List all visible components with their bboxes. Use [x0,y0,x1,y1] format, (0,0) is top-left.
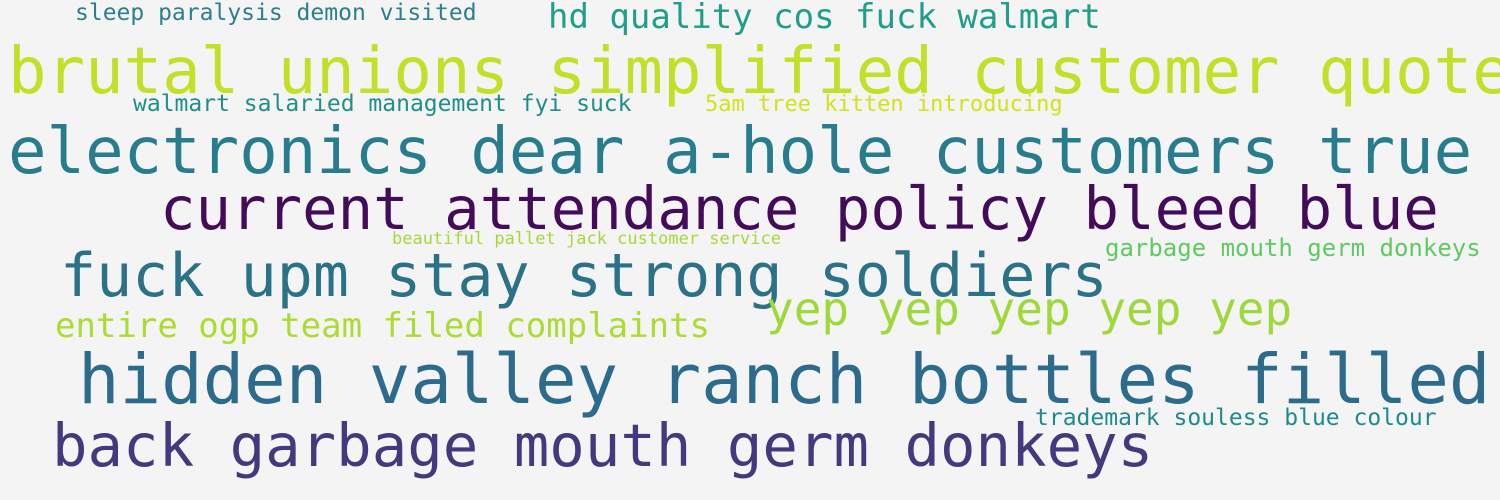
word-cloud-phrase: entire ogp team filed complaints [55,306,711,346]
word-cloud-phrase: yep yep yep yep yep [766,282,1293,336]
word-cloud-phrase: trademark souless blue colour [1035,405,1437,431]
word-cloud-phrase: hidden valley ranch bottles filled [78,340,1491,420]
word-cloud-phrase: fuck upm stay strong soldiers [60,241,1108,311]
word-cloud-phrase: hd quality cos fuck walmart [548,0,1101,37]
word-cloud-phrase: current attendance policy bleed blue [160,174,1439,243]
word-cloud-phrase: 5am tree kitten introducing [705,92,1063,117]
word-cloud-phrase: garbage mouth germ donkeys [1105,234,1481,262]
word-cloud-phrase: electronics dear a-hole customers true [8,115,1473,189]
word-cloud-phrase: sleep paralysis demon visited [75,0,477,26]
word-cloud-phrase: walmart salaried management fyi suck [133,91,632,117]
word-cloud-phrase: beautiful pallet jack customer service [392,229,781,249]
word-cloud-phrase: brutal unions simplified customer quote [8,35,1500,109]
word-cloud-phrase: back garbage mouth germ donkeys [52,411,1154,480]
